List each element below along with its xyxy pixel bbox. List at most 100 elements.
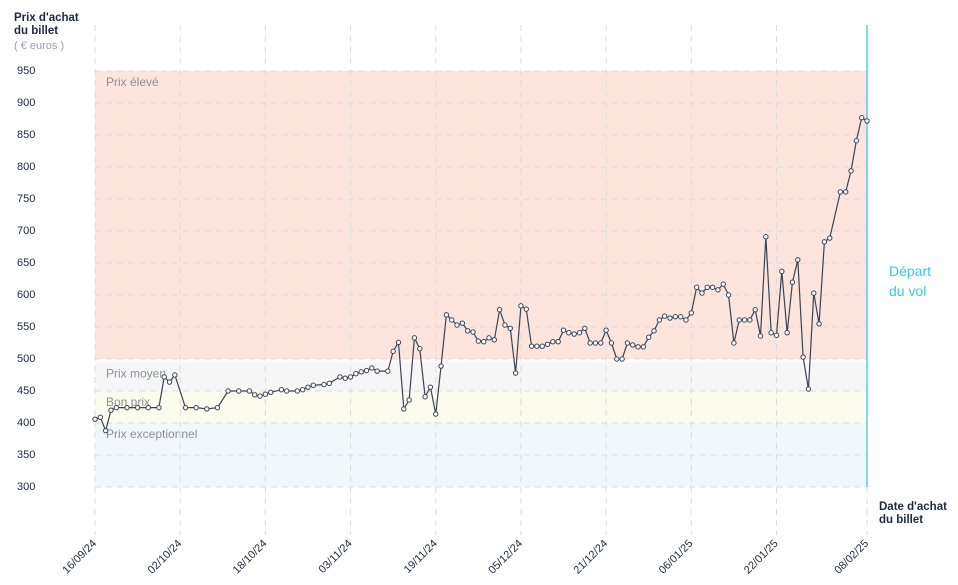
price-point [321,381,327,388]
y-tick-label: 600 [17,289,35,301]
price-point [624,340,631,346]
price-point [630,342,636,348]
y-tick-label: 800 [17,161,35,173]
x-tick-label: 21/12/24 [572,538,611,577]
price-point [342,375,348,381]
price-point [709,284,716,291]
price-point [161,374,167,380]
price-point [640,344,647,350]
price-point [773,332,780,339]
price-point [688,310,695,316]
price-point [236,388,242,394]
price-point [534,343,540,349]
price-point [848,168,854,174]
y-tick-label: 550 [17,321,35,333]
price-band [95,71,867,359]
price-point [699,290,705,296]
price-point [299,387,306,393]
price-point [800,354,806,360]
price-point [278,387,285,393]
price-point [369,365,375,371]
price-point [757,333,764,339]
price-point [496,307,503,313]
price-point [417,346,423,352]
price-point [358,369,364,375]
price-point [262,391,269,397]
y-tick-label: 350 [17,449,35,461]
price-point [560,327,567,333]
price-point [656,317,663,323]
price-point [433,411,439,417]
price-point [598,340,604,346]
price-point [603,327,609,333]
price-point [294,388,301,394]
price-point [401,406,407,412]
price-point [827,235,833,241]
band-label: Prix élevé [106,75,159,89]
price-point [725,292,732,298]
price-point [752,307,758,313]
y-tick-label: 750 [17,193,35,205]
price-point [182,404,189,411]
price-point [518,303,524,309]
price-point [491,337,498,343]
price-point [486,335,492,341]
price-point [347,374,354,380]
price-point [507,325,513,331]
price-point [422,394,428,400]
price-point [363,367,370,374]
y-unit: ( € euros ) [14,40,65,52]
price-point [677,314,684,320]
price-point [523,306,529,312]
price-point [113,404,119,411]
y-tick-label: 950 [17,65,35,77]
price-point [550,339,556,345]
price-point [614,356,620,362]
price-point [619,356,625,362]
price-point [683,317,689,323]
y-tick-label: 300 [17,481,35,493]
y-tick-label: 450 [17,385,35,397]
price-point [390,348,396,355]
price-point [156,404,162,411]
price-point [566,330,572,336]
price-point [267,389,274,395]
price-point [736,317,742,323]
band-label: Prix exceptionnel [106,427,197,441]
price-point [747,317,753,323]
departure-label: Départ du vol [889,263,932,299]
price-point [592,340,599,346]
price-point [741,317,748,323]
price-point [795,257,801,263]
y-tick-label: 900 [17,97,35,109]
x-tick-label: 18/10/24 [231,538,270,577]
price-point [108,407,114,413]
price-point [571,331,577,337]
price-point [427,384,434,390]
price-point [853,138,860,144]
price-point [326,380,332,387]
price-point [257,393,263,399]
y-tick-label: 700 [17,225,35,237]
price-band [95,362,867,391]
price-point [172,372,178,378]
price-point [252,392,258,398]
price-point [661,313,668,319]
price-point [102,427,109,434]
price-point [438,363,444,369]
price-point [385,368,391,374]
price-point [843,189,849,195]
price-point [805,386,812,392]
price-point [246,388,253,394]
price-point [576,330,583,336]
x-tick-label: 03/11/24 [317,538,355,576]
y-tick-label: 500 [17,353,35,365]
price-point [768,330,774,336]
price-point [353,371,359,377]
price-point [731,340,737,346]
y-title: Prix d'achat du billet [14,12,79,37]
price-band [95,391,867,423]
price-point [715,287,721,293]
x-tick-label: 19/11/24 [402,538,440,576]
y-tick-label: 850 [17,129,35,141]
